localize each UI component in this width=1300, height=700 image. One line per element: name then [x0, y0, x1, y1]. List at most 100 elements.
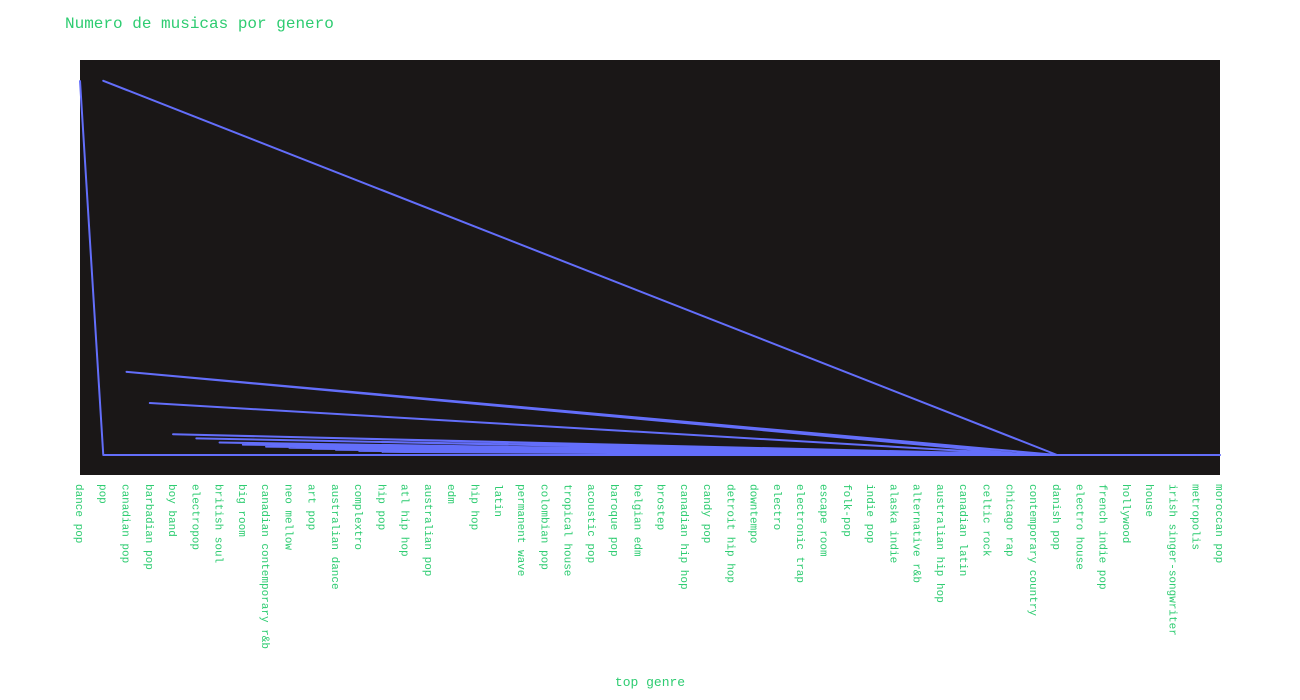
x-tick-label: house	[1142, 484, 1154, 517]
data-point	[311, 447, 314, 450]
data-point	[567, 454, 570, 456]
data-point	[544, 454, 547, 456]
data-point	[753, 454, 756, 456]
data-point	[242, 443, 244, 446]
data-point	[381, 454, 384, 456]
x-tick-label: contemporary country	[1026, 484, 1038, 616]
x-tick-label: canadian latin	[956, 484, 968, 576]
data-point	[1219, 454, 1221, 456]
x-tick-label: latin	[491, 484, 503, 517]
x-tick-label: atl hip hop	[398, 484, 410, 557]
data-point	[218, 454, 221, 456]
x-tick-label: dance pop	[72, 484, 84, 543]
data-point	[125, 454, 128, 456]
data-point	[986, 454, 989, 456]
data-point	[172, 433, 174, 436]
x-tick-label: downtempo	[747, 484, 759, 543]
data-point	[870, 454, 872, 456]
data-point	[1009, 454, 1012, 456]
data-point	[846, 454, 849, 456]
x-tick-label: british soul	[212, 484, 224, 563]
data-point	[660, 454, 663, 456]
data-point	[125, 371, 128, 373]
x-tick-label: edm	[444, 484, 456, 504]
data-point	[404, 454, 407, 456]
data-point	[265, 454, 267, 456]
x-tick-label: hip pop	[374, 484, 386, 530]
x-tick-label: electropop	[188, 484, 200, 550]
x-tick-label: canadian pop	[119, 484, 131, 563]
x-tick-label: pop	[95, 484, 107, 504]
x-tick-label: canadian contemporary r&b	[258, 484, 270, 649]
data-point	[265, 445, 267, 448]
data-point	[893, 454, 896, 456]
x-tick-label: detroit hip hop	[723, 484, 735, 583]
x-tick-label: alaska indie	[886, 484, 898, 563]
data-point	[358, 454, 360, 456]
data-point	[940, 454, 942, 456]
data-point	[823, 454, 826, 456]
data-point	[358, 450, 360, 452]
data-point	[963, 454, 965, 456]
data-point	[79, 79, 81, 82]
x-tick-label: australian pop	[421, 484, 433, 576]
data-point	[1102, 454, 1105, 456]
data-point	[1056, 454, 1058, 456]
data-point	[102, 79, 105, 82]
x-tick-label: electronic trap	[793, 484, 805, 583]
x-tick-label: alternative r&b	[910, 484, 922, 583]
data-point	[428, 454, 430, 456]
data-point	[242, 454, 244, 456]
x-tick-label: celtic rock	[979, 484, 991, 557]
data-point	[148, 454, 151, 456]
data-point	[451, 454, 454, 456]
data-point	[1195, 454, 1198, 456]
data-point	[474, 454, 477, 456]
x-tick-label: colombian pop	[537, 484, 549, 570]
x-tick-label: complextro	[351, 484, 363, 550]
x-tick-label: belgian edm	[630, 484, 642, 557]
data-point	[102, 454, 105, 456]
x-tick-label: art pop	[305, 484, 317, 530]
data-point	[684, 454, 686, 456]
x-tick-label: neo mellow	[281, 484, 293, 550]
data-point	[777, 454, 779, 456]
x-tick-label: irish singer-songwriter	[1165, 484, 1177, 636]
plot-background	[80, 60, 1220, 475]
data-point	[381, 451, 384, 453]
x-tick-label: brostep	[654, 484, 666, 530]
x-tick-label: acoustic pop	[584, 484, 596, 563]
data-point	[218, 441, 221, 444]
data-point	[707, 454, 709, 456]
x-tick-label: barbadian pop	[142, 484, 154, 570]
x-tick-label: canadian hip hop	[677, 484, 689, 590]
data-point	[1149, 454, 1152, 456]
x-tick-label: folk-pop	[840, 484, 852, 537]
x-tick-label: metropolis	[1189, 484, 1201, 550]
x-tick-label: big room	[235, 484, 247, 537]
x-tick-label: baroque pop	[607, 484, 619, 557]
data-point	[1079, 454, 1082, 456]
data-point	[591, 454, 593, 456]
data-point	[195, 437, 198, 440]
x-tick-label: electro	[770, 484, 782, 530]
x-tick-label: boy band	[165, 484, 177, 537]
x-tick-label: indie pop	[863, 484, 875, 543]
data-point	[637, 454, 640, 456]
x-tick-label: chicago rap	[1003, 484, 1015, 557]
data-point	[497, 454, 500, 456]
data-point	[195, 454, 198, 456]
data-point	[288, 446, 291, 449]
x-axis-title: top genre	[614, 675, 686, 690]
data-point	[335, 454, 337, 456]
data-point	[800, 454, 803, 456]
data-point	[521, 454, 523, 456]
data-point	[1033, 454, 1035, 456]
x-tick-labels: dance pop pop canadian pop barbadian pop boy…	[72, 484, 1224, 649]
data-point	[335, 449, 337, 451]
x-tick-label: danish pop	[1049, 484, 1061, 550]
x-tick-label: tropical house	[561, 484, 573, 576]
data-point	[916, 454, 919, 456]
x-tick-label: moroccan pop	[1212, 484, 1224, 563]
